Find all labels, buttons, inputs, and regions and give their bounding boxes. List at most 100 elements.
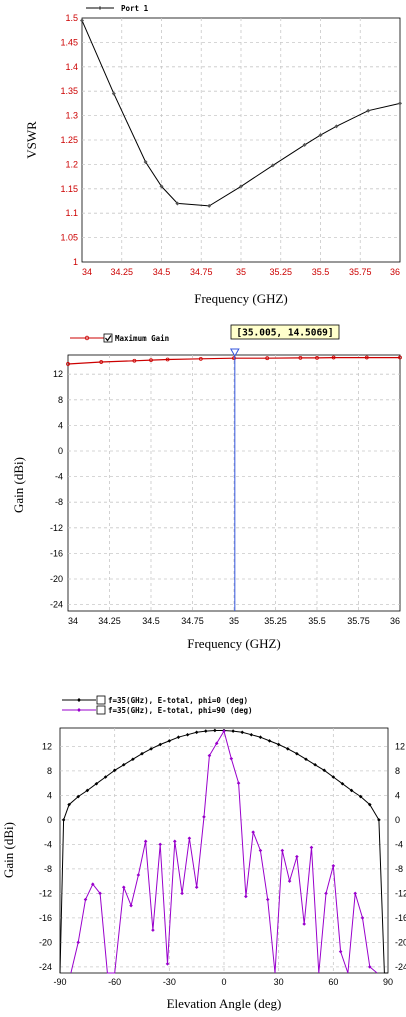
pattern-series-1-point bbox=[112, 768, 117, 773]
vswr-x-tick-label: 34.5 bbox=[153, 267, 171, 277]
pattern-series-1-point bbox=[313, 762, 317, 767]
vswr-legend: Port 1 bbox=[86, 4, 149, 13]
vswr-y-tick-label: 1.5 bbox=[65, 13, 78, 23]
pattern-series-2-point bbox=[143, 839, 148, 844]
pattern-x-tick-label: -90 bbox=[53, 977, 66, 987]
pattern-series-2-point bbox=[309, 845, 314, 850]
vswr-x-tick-label: 35.75 bbox=[349, 267, 372, 277]
pattern-series-2-point bbox=[207, 753, 212, 758]
vswr-series bbox=[80, 18, 402, 208]
max-gain-x-tick-label: 35.25 bbox=[264, 616, 287, 626]
pattern-series-1-point bbox=[213, 728, 217, 733]
pattern-right-y-tick-label: 8 bbox=[395, 766, 400, 776]
max-gain-legend-marker bbox=[84, 335, 90, 341]
max-gain-series-line bbox=[67, 357, 400, 365]
vswr-data-point bbox=[398, 101, 402, 106]
max-gain-data-point bbox=[331, 355, 336, 360]
pattern-series-2-point bbox=[280, 848, 285, 853]
pattern-x-axis-title: Elevation Angle (deg) bbox=[167, 996, 282, 1011]
max-gain-x-axis-title: Frequency (GHZ) bbox=[187, 636, 281, 651]
pattern-series-2-line bbox=[70, 729, 378, 974]
pattern-series-1-point bbox=[61, 818, 66, 822]
vswr-y-tick-label: 1.1 bbox=[65, 208, 78, 218]
pattern-series-2-point bbox=[258, 848, 263, 853]
max-gain-series bbox=[66, 355, 402, 366]
max-gain-y-tick-label: -20 bbox=[50, 574, 63, 584]
pattern-series-2-point bbox=[251, 830, 255, 834]
pattern-series-2-point bbox=[165, 962, 170, 966]
pattern-right-y-tick-label: 0 bbox=[395, 815, 400, 825]
pattern-right-y-tick-label: -16 bbox=[395, 913, 406, 923]
max-gain-y-tick-label: 0 bbox=[58, 446, 63, 456]
max-gain-data-point bbox=[298, 355, 303, 360]
pattern-right-y-tick-label: -24 bbox=[395, 962, 406, 972]
max-gain-x-tick-label: 34.5 bbox=[142, 616, 160, 626]
pattern-x-tick-label: 60 bbox=[328, 977, 338, 987]
pattern-series-2-point bbox=[302, 922, 306, 926]
pattern-series-2-point bbox=[129, 903, 133, 908]
max-gain-y-axis-title: Gain (dBi) bbox=[11, 457, 26, 513]
pattern-series-1-point bbox=[85, 788, 90, 793]
max-gain-x-tick-label: 35.5 bbox=[308, 616, 326, 626]
pattern-series-2-point bbox=[136, 873, 141, 877]
pattern-series-2-point bbox=[202, 815, 206, 819]
pattern-series-2-point bbox=[331, 864, 336, 868]
vswr-data-point bbox=[239, 184, 243, 189]
max-gain-x-tick-label: 35.75 bbox=[347, 616, 370, 626]
pattern-y-tick-label: 0 bbox=[47, 815, 52, 825]
max-gain-y-tick-label: -24 bbox=[50, 600, 63, 610]
vswr-data-point bbox=[207, 203, 212, 208]
pattern-series-2-point bbox=[360, 916, 365, 920]
vswr-y-ticks: 1 1.05 1.1 1.15 1.2 1.25 1.3 1.35 1.4 1.45 1.5 bbox=[60, 13, 78, 267]
pattern-series-2-point bbox=[265, 897, 270, 902]
max-gain-chart: [35.005, 14.5069] 34 34.25 34.5 34.75 35 35.2… bbox=[11, 324, 402, 651]
pattern-series-1-point bbox=[331, 775, 336, 779]
pattern-series-1-point bbox=[377, 818, 381, 822]
vswr-data-point bbox=[270, 163, 275, 168]
pattern-series-2-point bbox=[121, 885, 126, 890]
pattern-series-1-point bbox=[304, 757, 308, 762]
max-gain-x-tick-label: 34 bbox=[68, 616, 78, 626]
pattern-legend-checkbox-2[interactable] bbox=[96, 705, 106, 715]
max-gain-data-point bbox=[165, 357, 170, 362]
vswr-x-tick-label: 35.25 bbox=[269, 267, 292, 277]
pattern-legend-marker-1 bbox=[77, 698, 81, 702]
pattern-series-1-point bbox=[140, 751, 144, 756]
vswr-data-point bbox=[111, 91, 116, 96]
max-gain-marker: [35.005, 14.5069] bbox=[229, 324, 340, 611]
pattern-right-y-tick-label: -20 bbox=[395, 937, 406, 947]
pattern-series-1-point bbox=[240, 730, 245, 735]
pattern-grid bbox=[60, 728, 388, 973]
pattern-series-1-point bbox=[367, 802, 372, 807]
check-icon bbox=[105, 335, 112, 342]
pattern-series-1-point bbox=[158, 742, 163, 747]
max-gain-data-point bbox=[265, 356, 270, 361]
pattern-y-ticks: 12 8 4 0 -4 -8 -12 -16 -20 -24 bbox=[39, 741, 52, 972]
pattern-series-1-point bbox=[176, 735, 181, 739]
pattern-chart: -90 -60 -30 0 30 60 90 12 8 4 0 -4 -8 -12 -16 -20 -24 1… bbox=[1, 695, 406, 1011]
pattern-right-y-ticks: 12 8 4 0 -4 -8 -12 -16 -20 -24 bbox=[395, 741, 406, 972]
max-gain-marker-label-box bbox=[230, 324, 340, 340]
vswr-x-tick-label: 34.25 bbox=[110, 267, 133, 277]
max-gain-data-point bbox=[66, 362, 70, 366]
vswr-y-tick-label: 1.25 bbox=[60, 135, 78, 145]
vswr-data-point bbox=[159, 184, 164, 189]
max-gain-data-point bbox=[99, 360, 104, 364]
vswr-data-point bbox=[80, 18, 84, 23]
vswr-y-tick-label: 1.05 bbox=[60, 233, 78, 243]
pattern-y-tick-label: 4 bbox=[47, 790, 52, 800]
max-gain-legend-checkbox[interactable] bbox=[103, 333, 113, 343]
vswr-data-point bbox=[334, 124, 339, 129]
pattern-series-2-point bbox=[353, 891, 357, 896]
pattern-legend-checkbox-1[interactable] bbox=[96, 695, 106, 705]
max-gain-data-point bbox=[398, 355, 402, 360]
pattern-series-1-point bbox=[267, 739, 272, 743]
pattern-series-1-point bbox=[258, 735, 263, 739]
pattern-series-2-point bbox=[229, 756, 234, 761]
pattern-y-tick-label: 8 bbox=[47, 766, 52, 776]
pattern-series-1-point bbox=[94, 781, 99, 786]
marker-triangle-icon[interactable] bbox=[229, 348, 240, 358]
vswr-data-point bbox=[318, 133, 323, 138]
max-gain-y-tick-label: 4 bbox=[58, 420, 63, 430]
pattern-right-y-tick-label: 4 bbox=[395, 790, 400, 800]
